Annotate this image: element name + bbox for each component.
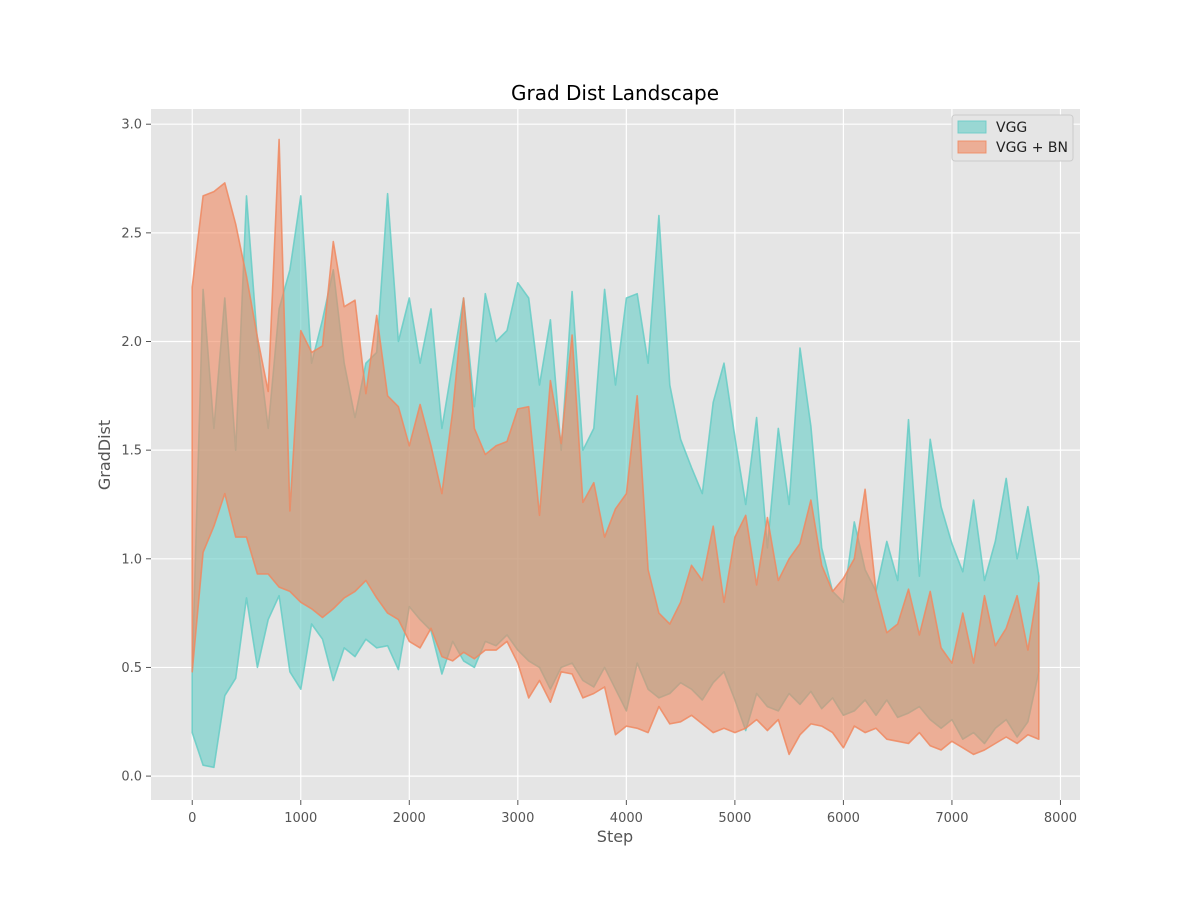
chart-title: Grad Dist Landscape bbox=[511, 81, 719, 105]
y-tick-label: 0.0 bbox=[121, 770, 142, 785]
y-tick-label: 2.0 bbox=[121, 335, 142, 350]
legend-label-2: VGG + BN bbox=[996, 140, 1068, 156]
y-axis-label: GradDist bbox=[95, 420, 114, 490]
legend-swatch-2 bbox=[957, 140, 987, 154]
legend-label-1: VGG bbox=[996, 120, 1027, 136]
x-tick-label: 4000 bbox=[610, 811, 643, 826]
y-tick-label: 2.5 bbox=[121, 226, 142, 241]
legend-swatch-1 bbox=[957, 120, 987, 134]
x-tick-label: 6000 bbox=[827, 811, 860, 826]
x-tick-label: 3000 bbox=[501, 811, 534, 826]
legend: VGG VGG + BN bbox=[951, 114, 1074, 162]
x-axis-label: Step bbox=[597, 827, 633, 846]
x-tick-label: 2000 bbox=[393, 811, 426, 826]
y-tick-label: 1.5 bbox=[121, 444, 142, 459]
x-axis: 0 1000 2000 3000 4000 5000 6000 7000 8000 bbox=[188, 800, 1077, 826]
x-tick-label: 7000 bbox=[935, 811, 968, 826]
x-tick-label: 8000 bbox=[1044, 811, 1077, 826]
y-tick-label: 0.5 bbox=[121, 661, 142, 676]
y-tick-label: 1.0 bbox=[121, 552, 142, 567]
x-tick-label: 1000 bbox=[284, 811, 317, 826]
y-tick-label: 3.0 bbox=[121, 118, 142, 133]
series-areas bbox=[191, 138, 1040, 769]
x-tick-label: 5000 bbox=[718, 811, 751, 826]
y-axis: 0.0 0.5 1.0 1.5 2.0 2.5 3.0 bbox=[121, 118, 151, 785]
series-area-2 bbox=[191, 138, 1040, 756]
x-tick-label: 0 bbox=[188, 811, 196, 826]
